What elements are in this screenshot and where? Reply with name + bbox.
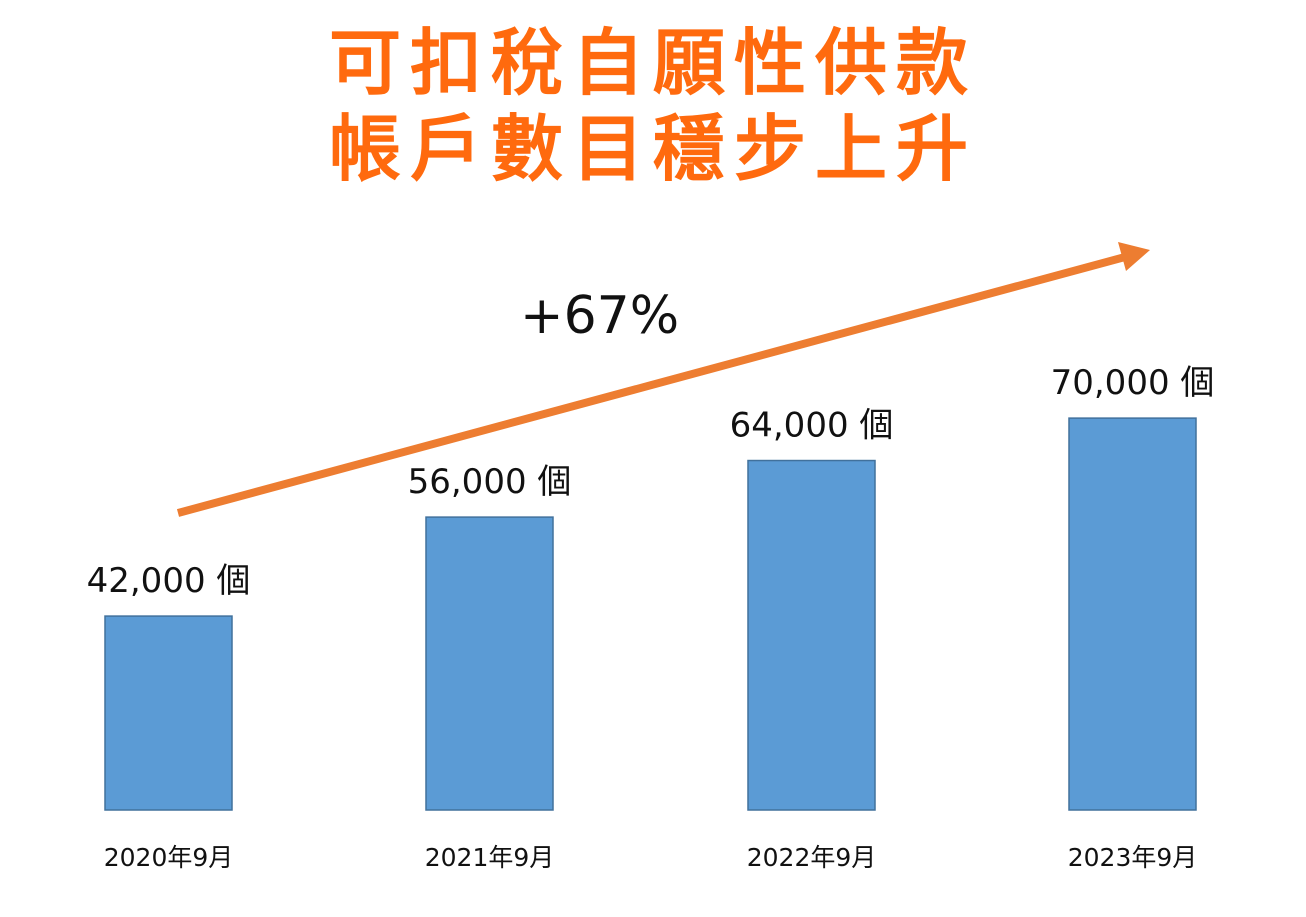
bar-1: [425, 516, 554, 811]
x-tick-label-0: 2020年9月: [104, 843, 234, 872]
growth-arrow: [176, 242, 1150, 517]
bar-2: [747, 459, 876, 811]
x-tick-label-3: 2023年9月: [1068, 843, 1198, 872]
data-label-0: 42,000 個: [87, 561, 251, 601]
x-tick-label-1: 2021年9月: [425, 843, 555, 872]
data-label-2: 64,000 個: [730, 406, 894, 446]
title-line-2: 帳戶數目穩步上升: [328, 107, 977, 191]
bar-3: [1068, 417, 1197, 811]
title-line-1: 可扣稅自願性供款: [328, 21, 977, 105]
data-label-3: 70,000 個: [1051, 363, 1215, 403]
bar-0: [104, 615, 233, 811]
data-label-1: 56,000 個: [408, 462, 572, 502]
growth-arrow-head: [1118, 242, 1150, 271]
x-tick-label-2: 2022年9月: [747, 843, 877, 872]
growth-arrow-line: [176, 253, 1127, 517]
growth-annotation: +67%: [520, 286, 680, 346]
